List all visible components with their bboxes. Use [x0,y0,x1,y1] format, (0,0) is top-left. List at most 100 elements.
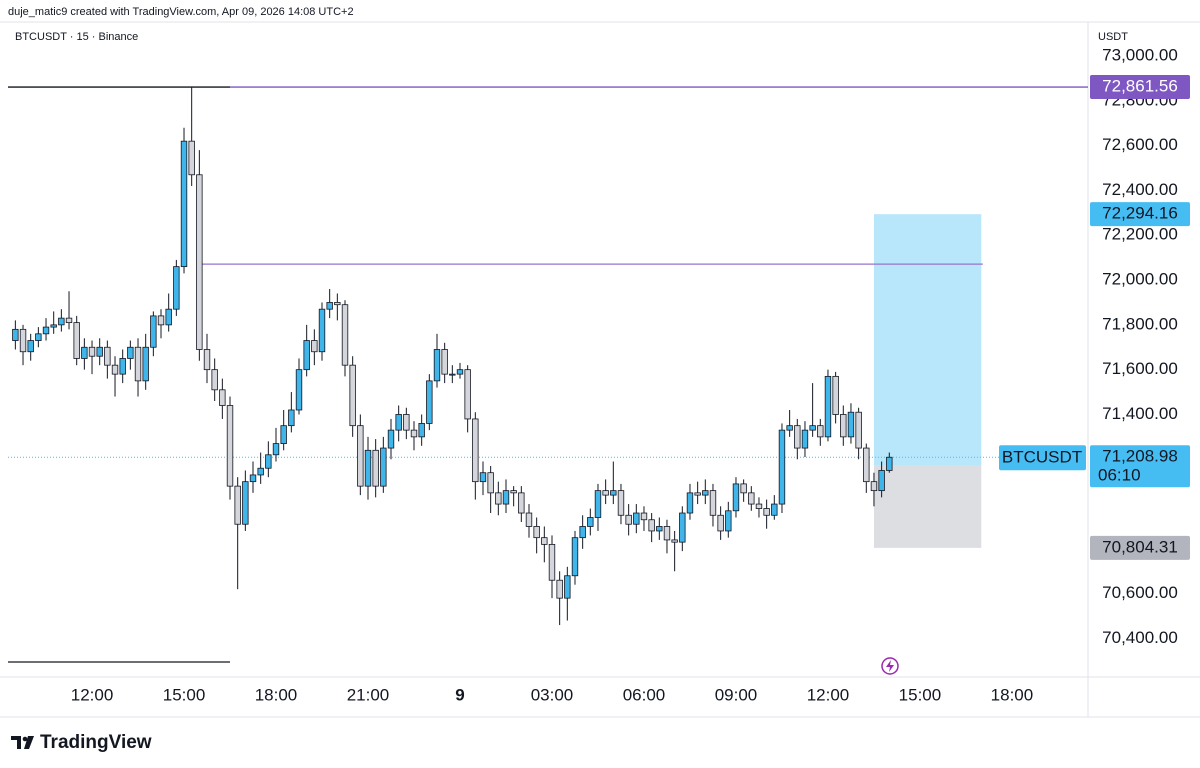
candle-body [96,346,103,357]
candle-body [748,492,755,505]
candle-body [157,315,165,326]
y-tick-label: 71,400.00 [1102,404,1178,423]
candle-body [625,514,632,525]
currency-mask [1089,23,1200,45]
candle-body [709,490,717,516]
candle-body [510,490,517,494]
position-target-zone[interactable] [873,214,982,466]
x-tick-label: 12:00 [71,685,114,704]
footer-logo[interactable]: TradingView [11,732,152,753]
candle-body [495,492,502,505]
candle-body [502,490,510,505]
candle-body [257,467,264,476]
candle-body [219,389,226,406]
symbol-legend[interactable]: BTCUSDT · 15 · Binance [15,31,138,43]
candle-body [794,425,801,449]
y-tick-label: 72,000.00 [1102,270,1178,289]
candle-body [280,425,287,444]
candle-body [694,492,701,496]
candle-body [732,483,740,512]
candle-body [602,490,609,496]
logo-mark [22,736,28,742]
last-price-tag [1090,445,1190,488]
candle-body [610,490,617,496]
x-tick-label: 15:00 [899,685,942,704]
symbol-tag-label: BTCUSDT [1002,448,1082,467]
candle-body [272,443,280,456]
alert-icon[interactable] [881,657,899,675]
candle-body [786,425,793,431]
candle-body [740,483,747,494]
candle-body [817,425,824,438]
candle-body [717,514,724,532]
candle-body [594,490,602,518]
candle-body [150,315,157,348]
candle-body [640,512,648,521]
candle-body [702,490,709,496]
candle-body [564,575,571,599]
candle-body [372,449,379,487]
candle-body [196,174,203,350]
candle-body [173,266,180,310]
candle-body [518,492,525,514]
candle-body [295,369,303,411]
candle-body [165,308,172,326]
y-tick-label: 73,000.00 [1102,46,1178,65]
candle-body [265,454,272,469]
axes: 12:00 15:00 18:00 21:00 9 03:00 06:00 09:00 12:0… [71,23,1200,704]
countdown: 06:10 [1098,466,1141,485]
candle-body [242,481,249,525]
candle-body [111,364,119,375]
candle-body [42,326,50,335]
candle-body [472,418,479,483]
candle-body [426,380,433,424]
logo-text: TradingView [40,732,152,753]
candle-body [234,485,241,525]
candle-body [303,340,310,371]
candle-body [88,346,96,357]
candle-body [801,429,809,449]
candle-body [870,481,878,492]
candle-body [403,414,410,431]
y-tick-label: 72,400.00 [1102,180,1178,199]
currency: USDT [1098,31,1128,43]
position-stop-zone[interactable] [873,465,982,548]
candle-body [847,411,855,438]
candle-body [134,346,142,382]
y-tick-label: 70,400.00 [1102,628,1178,647]
candle-body [50,324,57,328]
candle-body [180,140,188,268]
y-tick-label: 72,200.00 [1102,225,1178,244]
candle-body [35,333,42,341]
watermark: duje_matic9 created with TradingView.com… [8,6,354,18]
candle-body [249,474,257,483]
candle-body [878,470,885,492]
candle-body [119,358,126,375]
price-tag [1090,535,1190,560]
candle-body [487,472,494,494]
candle-body [617,490,625,516]
candle-body [433,349,441,382]
plot [8,86,1088,663]
candle-body [863,447,870,483]
y-tick-label: 71,600.00 [1102,359,1178,378]
candle-body [886,456,893,471]
y-tick-label: 71,800.00 [1102,314,1178,333]
candle-body [686,492,694,514]
candle-body [571,537,579,577]
price-tag-label: 72,861.56 [1102,77,1178,96]
candle-body [326,302,333,310]
candle-body [318,308,326,353]
candle-body [832,375,839,415]
candle-body [334,302,341,306]
candle-body [671,539,678,543]
candle-body [364,449,372,487]
candle-body [127,346,134,359]
x-tick-label: 15:00 [163,685,206,704]
candle-body [449,373,456,376]
price-tag-label: 70,804.31 [1102,537,1178,556]
candle-body [533,526,540,539]
candle-body [648,519,655,532]
candle-body [541,537,548,545]
